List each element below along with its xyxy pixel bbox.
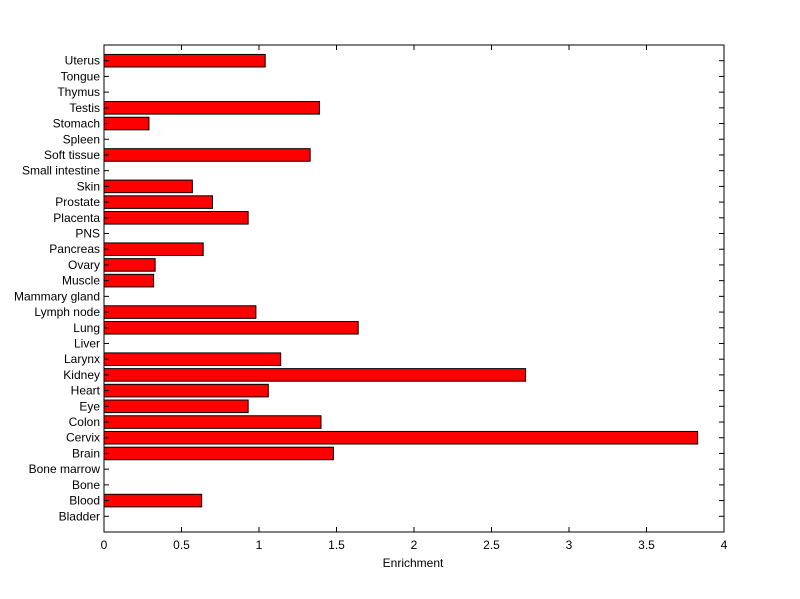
y-tick-label: Larynx — [64, 352, 100, 366]
bar-ovary — [103, 258, 156, 272]
y-tick-label: Ovary — [68, 258, 100, 272]
bar-blood — [103, 493, 203, 508]
y-tick-label: Cervix — [66, 431, 100, 445]
y-tick-label: Brain — [72, 446, 100, 460]
bar-heart — [103, 383, 269, 398]
y-tick-label: Pancreas — [49, 242, 100, 256]
y-tick-label: Uterus — [65, 54, 100, 68]
bar-stomach — [103, 116, 150, 131]
y-tick-label: Muscle — [62, 274, 100, 288]
bar-lung — [103, 320, 359, 335]
bar-uterus — [103, 53, 266, 68]
x-tick-label: 3.5 — [638, 538, 655, 552]
bar-skin — [103, 179, 193, 194]
bar-larynx — [103, 352, 282, 366]
bar-prostate — [103, 195, 213, 209]
x-tick-label: 3 — [566, 538, 573, 552]
y-tick-label: Heart — [71, 384, 101, 398]
y-tick-label: Liver — [74, 336, 100, 350]
bar-brain — [103, 446, 334, 461]
y-tick-label: Blood — [69, 494, 100, 508]
y-tick-label: Eye — [79, 399, 100, 413]
y-tick-label: Colon — [69, 415, 100, 429]
x-tick-label: 0.5 — [173, 538, 190, 552]
bar-lymph-node — [103, 305, 257, 319]
x-tick-label: 0 — [101, 538, 108, 552]
y-tick-label: Prostate — [55, 195, 100, 209]
x-tick-label: 1 — [256, 538, 263, 552]
y-tick-label: Lymph node — [34, 305, 100, 319]
y-tick-label: Bladder — [59, 509, 100, 523]
y-tick-label: Stomach — [53, 117, 100, 131]
y-tick-label: Kidney — [63, 368, 100, 382]
y-tick-label: Placenta — [53, 211, 100, 225]
y-tick-label: Lung — [73, 321, 100, 335]
y-tick-label: Thymus — [57, 85, 100, 99]
bar-testis — [103, 101, 320, 115]
y-tick-label: Soft tissue — [44, 148, 100, 162]
bar-eye — [103, 399, 249, 414]
y-tick-label: Mammary gland — [14, 289, 100, 303]
y-tick-label: PNS — [75, 227, 100, 241]
bar-soft-tissue — [103, 148, 311, 162]
bar-muscle — [103, 273, 155, 288]
y-tick-label: Testis — [69, 101, 100, 115]
y-tick-label: Spleen — [63, 132, 100, 146]
plot-frame — [103, 44, 725, 533]
bar-kidney — [103, 368, 527, 382]
x-tick-label: 4 — [721, 538, 728, 552]
x-tick-label: 1.5 — [328, 538, 345, 552]
y-tick-label: Skin — [77, 179, 100, 193]
bar-pancreas — [103, 242, 204, 257]
y-tick-label: Bone — [72, 478, 100, 492]
bar-cervix — [103, 430, 699, 445]
x-tick-label: 2.5 — [483, 538, 500, 552]
y-tick-label: Small intestine — [22, 164, 100, 178]
bar-colon — [103, 415, 322, 429]
bar-placenta — [103, 211, 249, 225]
x-axis-label: Enrichment — [383, 556, 444, 570]
y-tick-label: Tongue — [61, 69, 101, 83]
x-tick-label: 2 — [411, 538, 418, 552]
y-tick-label: Bone marrow — [29, 462, 101, 476]
